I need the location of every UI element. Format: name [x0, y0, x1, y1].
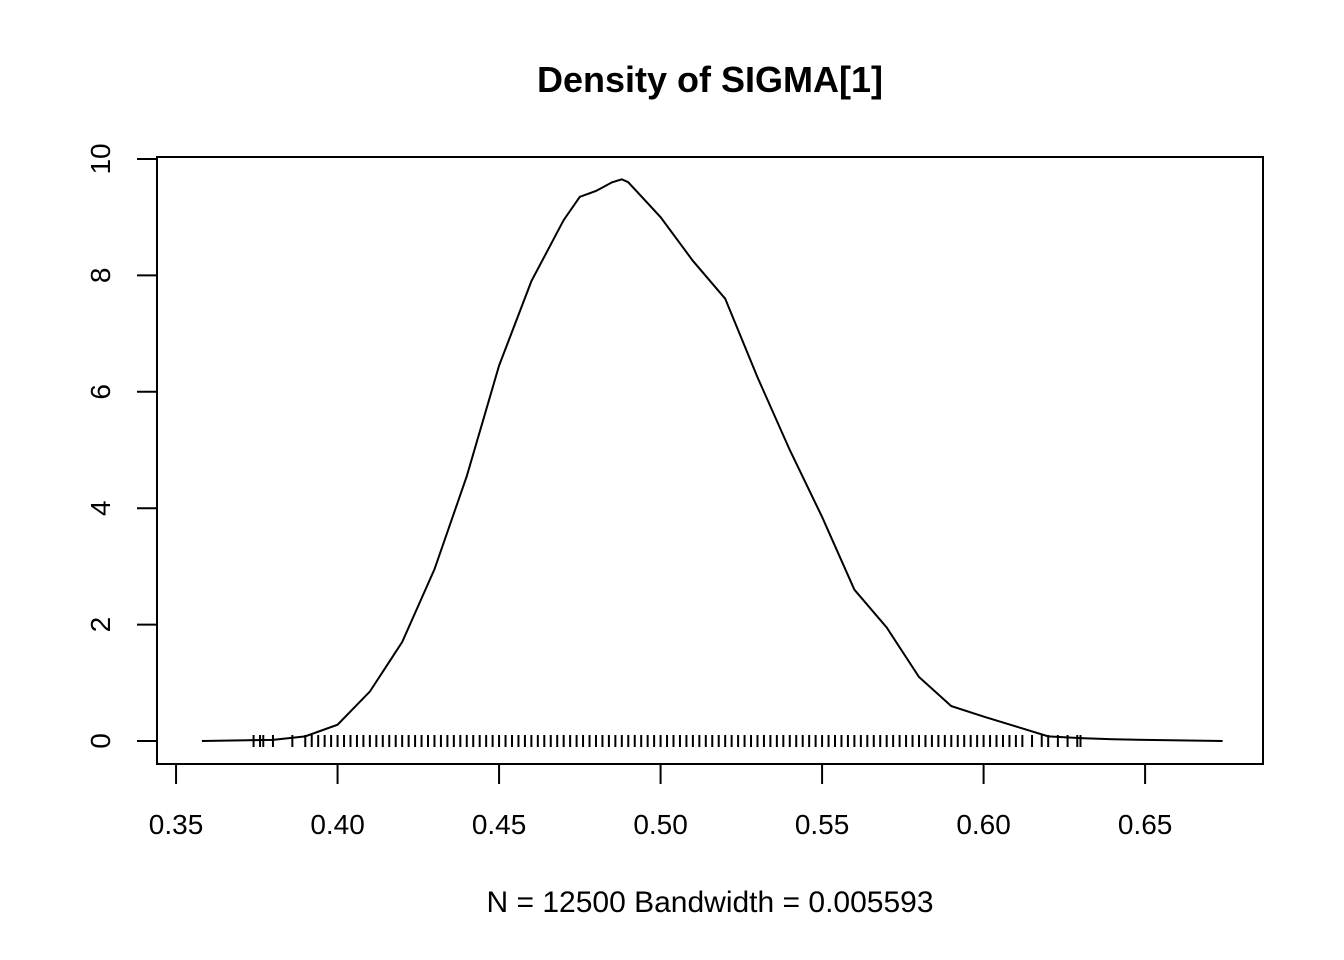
x-tick-label: 0.40	[310, 809, 365, 840]
x-tick-label: 0.45	[472, 809, 527, 840]
y-tick-label: 4	[85, 500, 116, 516]
y-tick-label: 6	[85, 384, 116, 400]
y-tick-label: 8	[85, 268, 116, 284]
chart-title: Density of SIGMA[1]	[537, 59, 883, 100]
density-line	[201, 178, 1223, 743]
x-tick-label: 0.35	[149, 809, 204, 840]
x-tick-label: 0.65	[1118, 809, 1173, 840]
x-tick-label: 0.50	[633, 809, 688, 840]
x-tick-label: 0.60	[956, 809, 1011, 840]
y-tick-label: 0	[85, 733, 116, 749]
x-tick-label: 0.55	[795, 809, 850, 840]
x-axis-label: N = 12500 Bandwidth = 0.005593	[486, 886, 933, 919]
y-tick-label: 10	[85, 143, 116, 174]
plot-box	[156, 156, 1264, 765]
y-tick-label: 2	[85, 617, 116, 633]
